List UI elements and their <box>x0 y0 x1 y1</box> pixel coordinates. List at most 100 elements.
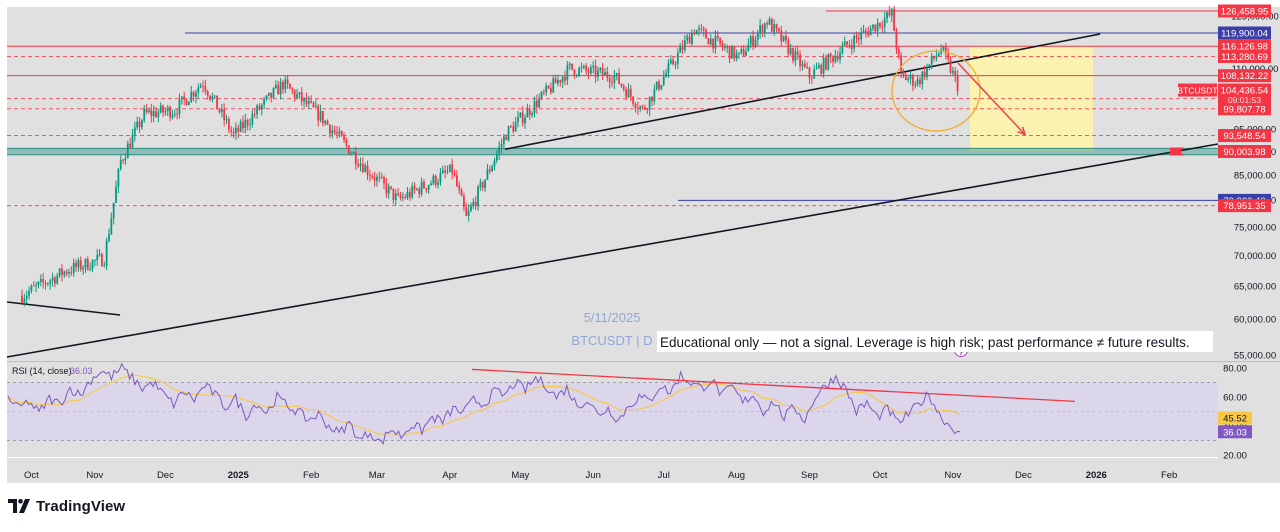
candle <box>627 83 630 98</box>
candle-body <box>519 112 522 117</box>
time-tick-label: Jun <box>586 470 601 481</box>
candle-body <box>21 295 23 303</box>
candle <box>561 75 564 88</box>
candle-body <box>202 85 204 87</box>
candle <box>129 137 132 149</box>
candle <box>105 237 108 271</box>
candle <box>803 59 806 69</box>
candle <box>848 40 851 49</box>
candle-body <box>213 95 216 97</box>
price-tick-label: 85,000.00 <box>1234 171 1276 182</box>
candle <box>340 130 343 137</box>
time-tick-label: Oct <box>24 470 39 481</box>
candle <box>566 61 569 85</box>
candle-body <box>768 18 771 25</box>
candle-body <box>82 267 85 270</box>
candle-body <box>827 54 830 70</box>
candle <box>886 11 888 24</box>
candle-body <box>150 110 153 117</box>
candle <box>822 53 825 78</box>
candle <box>817 62 820 70</box>
candle <box>183 91 186 106</box>
candle-body <box>484 179 486 189</box>
candle <box>608 74 611 89</box>
candle <box>660 84 663 91</box>
time-tick-label: Apr <box>442 470 457 481</box>
candle <box>672 56 675 66</box>
candle-body <box>220 108 223 113</box>
candle <box>500 138 503 154</box>
price-tick-label: 60,000.00 <box>1234 315 1276 326</box>
candle-body <box>321 111 324 124</box>
candle-body <box>392 188 395 201</box>
candle-body <box>333 130 336 133</box>
candle <box>825 54 827 71</box>
candle-body <box>848 44 851 46</box>
candle-body <box>138 121 141 128</box>
candle <box>930 52 933 70</box>
candle <box>432 173 435 186</box>
candle <box>893 5 896 32</box>
candle-body <box>54 277 56 284</box>
candle <box>606 66 609 82</box>
candle-body <box>418 188 421 195</box>
candle-body <box>557 80 559 84</box>
price-level-tag-bg <box>1218 69 1271 83</box>
candle <box>815 62 818 70</box>
candle-body <box>646 109 649 110</box>
candle <box>399 191 402 201</box>
rsi-ma-line <box>7 374 961 437</box>
price-level-tag-label: 93,548.54 <box>1223 131 1265 142</box>
rsi-ma-tag: 45.52 <box>1218 411 1252 425</box>
price-tick-label: 75,000.00 <box>1234 222 1276 233</box>
candle-body <box>401 197 404 198</box>
candle <box>820 63 823 77</box>
candle <box>204 79 207 95</box>
candle-body <box>888 12 891 16</box>
candle <box>65 269 68 277</box>
price-level-tag-bg <box>1218 49 1271 63</box>
candle-body <box>860 32 863 40</box>
candle-body <box>171 114 174 118</box>
candle <box>691 29 693 47</box>
candle-body <box>564 76 566 81</box>
candle-body <box>369 175 371 177</box>
candle-body <box>230 129 233 132</box>
candle <box>620 83 623 88</box>
candle <box>310 95 313 104</box>
candle <box>698 24 700 36</box>
candle <box>580 62 583 73</box>
candle-body <box>49 280 52 284</box>
candle <box>954 67 957 83</box>
candle-body <box>778 28 780 31</box>
candle <box>209 95 211 101</box>
candle <box>658 79 660 92</box>
candle-body <box>136 121 139 128</box>
candle <box>759 19 762 39</box>
rsi-current-inline: 36.03 <box>70 366 93 376</box>
candle-body <box>413 186 416 190</box>
candle-body <box>371 176 374 178</box>
candle-body <box>510 126 512 128</box>
candle-body <box>324 120 327 124</box>
candle-body <box>545 85 548 93</box>
tradingview-footer[interactable]: TradingView <box>8 494 125 518</box>
candle-body <box>253 114 256 115</box>
candle-body <box>949 59 952 73</box>
candle <box>378 171 381 183</box>
candle <box>206 89 209 100</box>
candle-body <box>133 127 136 135</box>
candle <box>89 262 92 272</box>
candle-body <box>237 127 240 132</box>
candle <box>540 90 543 101</box>
candle-body <box>589 67 592 74</box>
candle-body <box>907 78 910 81</box>
candle <box>56 272 59 285</box>
rsi-title: RSI (14, close) <box>12 366 72 376</box>
candle <box>211 92 214 103</box>
candle-body <box>540 91 543 99</box>
candle-body <box>726 46 729 48</box>
candle-body <box>117 168 120 187</box>
candle-body <box>935 55 938 59</box>
